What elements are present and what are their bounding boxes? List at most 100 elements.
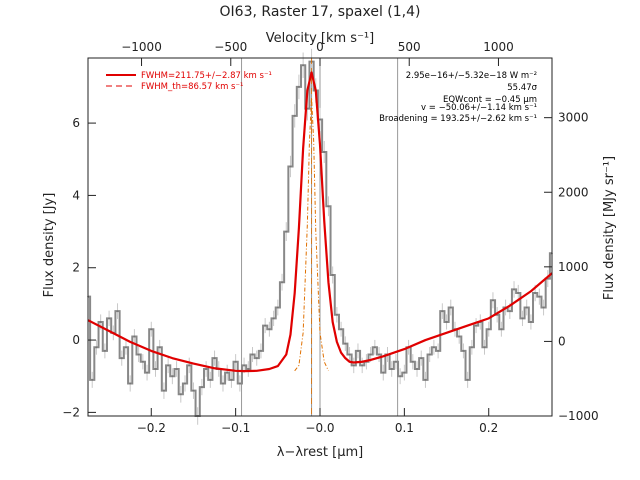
- data-point: [91, 379, 94, 381]
- right-tick-label: −1000: [558, 409, 599, 423]
- data-point: [437, 350, 439, 352]
- data-point: [175, 368, 178, 370]
- data-point: [500, 328, 503, 331]
- top-tick-label: −500: [214, 40, 247, 54]
- top-axis-label: Velocity [km s⁻¹]: [266, 31, 374, 46]
- data-point: [125, 346, 127, 349]
- annotation-snr: 55.47σ: [507, 83, 537, 93]
- data-point: [264, 324, 266, 327]
- data-point: [445, 321, 448, 323]
- data-point: [441, 310, 444, 312]
- data-point: [281, 281, 283, 284]
- data-point: [251, 353, 254, 356]
- data-point: [534, 292, 536, 294]
- data-point: [542, 306, 545, 309]
- data-point: [458, 335, 461, 338]
- data-point: [99, 321, 102, 323]
- annotation-flux: 2.95e−16+/−5.32e−18 W m⁻²: [406, 71, 537, 81]
- data-point: [428, 353, 431, 356]
- right-tick-label: 3000: [558, 111, 589, 125]
- data-point: [302, 64, 304, 67]
- data-point: [509, 310, 511, 312]
- data-point: [517, 292, 520, 294]
- top-tick-label: 0: [316, 40, 324, 54]
- data-point: [239, 382, 241, 385]
- x-tick-label: 0.1: [395, 421, 414, 435]
- data-point: [154, 368, 157, 370]
- x-tick-label: −0.1: [221, 421, 250, 435]
- data-point: [268, 328, 271, 331]
- data-point: [369, 353, 372, 356]
- data-point: [293, 115, 296, 117]
- data-point: [234, 360, 237, 363]
- y-tick-label: −2: [62, 405, 80, 419]
- chart-title: OI63, Raster 17, spaxel (1,4): [220, 4, 421, 20]
- data-point: [378, 353, 380, 356]
- right-axis-label: Flux density [MJy sr⁻¹]: [602, 156, 617, 300]
- data-point: [471, 346, 473, 349]
- data-point: [260, 350, 262, 352]
- x-tick-label: 0.2: [479, 421, 498, 435]
- annotation-velocity: v = −50.06+/−1.14 km s⁻¹: [421, 103, 537, 113]
- data-point: [344, 342, 347, 345]
- data-point: [361, 364, 363, 367]
- top-tick-label: −1000: [121, 40, 162, 54]
- data-point: [158, 346, 161, 349]
- data-point: [146, 371, 148, 374]
- data-point: [129, 382, 131, 385]
- data-point: [382, 371, 385, 374]
- data-point: [399, 375, 401, 378]
- data-point: [243, 364, 245, 367]
- x-tick-label: −0.0: [305, 421, 334, 435]
- data-point: [449, 306, 452, 309]
- data-point: [150, 328, 153, 331]
- data-point: [104, 350, 106, 352]
- data-point: [133, 335, 136, 338]
- data-point: [247, 368, 250, 370]
- x-tick-label: −0.2: [137, 421, 166, 435]
- data-point: [538, 295, 541, 298]
- data-point: [184, 382, 186, 385]
- data-point: [95, 346, 98, 349]
- data-point: [390, 368, 393, 370]
- data-point: [433, 346, 435, 349]
- gaussian-fit-line: [87, 71, 553, 373]
- annotation-eqw: EQWcont = −0.45 µm: [443, 95, 537, 105]
- axis-ticks: −0.2 −0.1 −0.0 0.1 0.2 −2 0 2 4 6 −1000 −500 0 500 100…: [62, 40, 598, 435]
- y-tick-label: 6: [72, 116, 80, 130]
- data-point: [222, 382, 224, 385]
- data-point: [416, 368, 418, 370]
- y-tick-label: 2: [72, 261, 80, 275]
- legend-label-fwhm: FWHM=211.75+/−2.87 km s⁻¹: [141, 71, 272, 81]
- data-point: [487, 328, 490, 331]
- data-point: [340, 328, 342, 331]
- data-point: [357, 350, 359, 352]
- data-point: [255, 357, 258, 359]
- thermal-profile-line: [294, 97, 329, 372]
- data-point: [272, 317, 275, 320]
- data-point: [403, 371, 406, 374]
- data-point: [188, 364, 191, 367]
- right-tick-label: 0: [558, 334, 566, 348]
- data-point: [209, 379, 212, 381]
- right-tick-label: 2000: [558, 185, 589, 199]
- data-point: [205, 368, 207, 370]
- right-tick-label: 1000: [558, 260, 589, 274]
- data-point: [108, 317, 110, 320]
- legend-label-fwhm-th: FWHM_th=86.57 km s⁻¹: [141, 82, 243, 92]
- y-tick-label: 0: [72, 333, 80, 347]
- data-point: [530, 321, 532, 323]
- data-series: [87, 48, 553, 425]
- data-point: [163, 389, 165, 392]
- data-point: [424, 379, 427, 381]
- data-point: [327, 205, 330, 208]
- data-point: [412, 360, 414, 363]
- data-point: [492, 299, 494, 302]
- annotation-broadening: Broadening = 193.25+/−2.62 km s⁻¹: [379, 114, 537, 124]
- data-point: [298, 86, 300, 88]
- data-point: [462, 350, 465, 352]
- data-point: [420, 357, 423, 359]
- x-axis-label: λ−λrest [µm]: [277, 445, 363, 460]
- data-point: [142, 360, 144, 363]
- data-point: [336, 313, 338, 316]
